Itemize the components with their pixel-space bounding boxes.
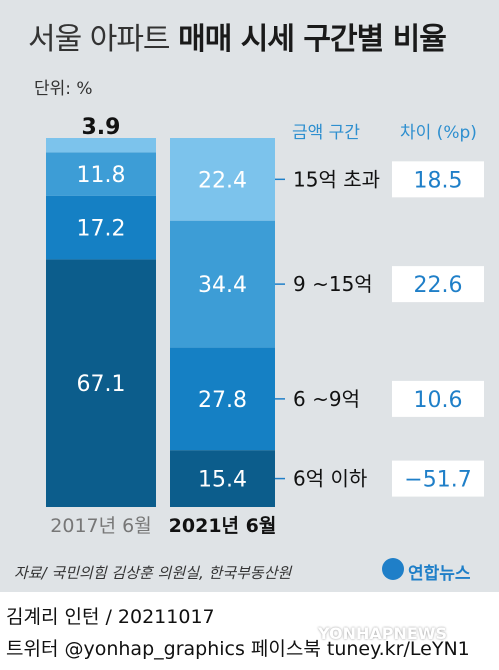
stacked-bar-chart: 67.1 17.2 11.8 3.9 2017년 6월 15.4 27.8 34.4 22.4 2… — [46, 115, 484, 537]
bar-segment — [170, 347, 275, 451]
yonhap-logo: 연합뉴스 — [382, 556, 492, 584]
difference-box — [392, 266, 484, 303]
bar-segment — [170, 220, 275, 348]
unit-label: 단위: % — [34, 79, 93, 99]
x-axis-label: 2021년 6월 — [169, 515, 277, 537]
bar-segment — [170, 138, 275, 221]
logo-text: 연합뉴스 — [408, 564, 471, 584]
difference-box — [392, 380, 484, 417]
data-label: 27.8 — [198, 388, 247, 413]
range-label: 6 ~9억 — [293, 387, 360, 411]
difference-box — [392, 460, 484, 497]
range-label: 6억 이하 — [293, 467, 367, 491]
watermark: YONHAPNEWS — [318, 624, 447, 643]
source-note: 자료/ 국민의힘 김상훈 의원실, 한국부동산원 — [14, 564, 292, 582]
credit-line: 김계리 인턴 / 20211017 — [6, 606, 215, 628]
logo-mark-icon — [382, 558, 404, 580]
difference-value: 22.6 — [414, 273, 463, 298]
difference-column-header: 차이 (%p) — [400, 123, 477, 143]
bar-segment — [46, 195, 156, 260]
data-label: 17.2 — [77, 217, 126, 242]
data-label: 22.4 — [198, 168, 247, 193]
page-title: 서울 아파트 매매 시세 구간별 비율 — [28, 14, 447, 58]
data-label: 67.1 — [77, 372, 126, 397]
bar-segment — [46, 259, 156, 507]
bar-segment — [46, 138, 156, 153]
data-label: 34.4 — [198, 273, 247, 298]
bar-segment — [170, 450, 275, 507]
difference-box — [392, 161, 484, 198]
range-label: 15억 초과 — [293, 167, 380, 191]
difference-value: 18.5 — [414, 168, 463, 193]
data-label: 3.9 — [82, 115, 121, 140]
data-label: 11.8 — [77, 163, 126, 188]
title-bold: 매매 시세 구간별 비율 — [178, 22, 447, 57]
difference-value: −51.7 — [404, 468, 471, 493]
title-light: 서울 아파트 — [28, 22, 171, 57]
range-label: 9 ~15억 — [293, 272, 373, 296]
data-label: 15.4 — [198, 468, 247, 493]
range-column-header: 금액 구간 — [292, 123, 360, 143]
bar-segment — [46, 152, 156, 196]
x-axis-label: 2017년 6월 — [50, 515, 151, 537]
difference-value: 10.6 — [414, 388, 463, 413]
social-line: 트위터 @yonhap_graphics 페이스북 tuney.kr/LeYN1 — [6, 638, 470, 660]
